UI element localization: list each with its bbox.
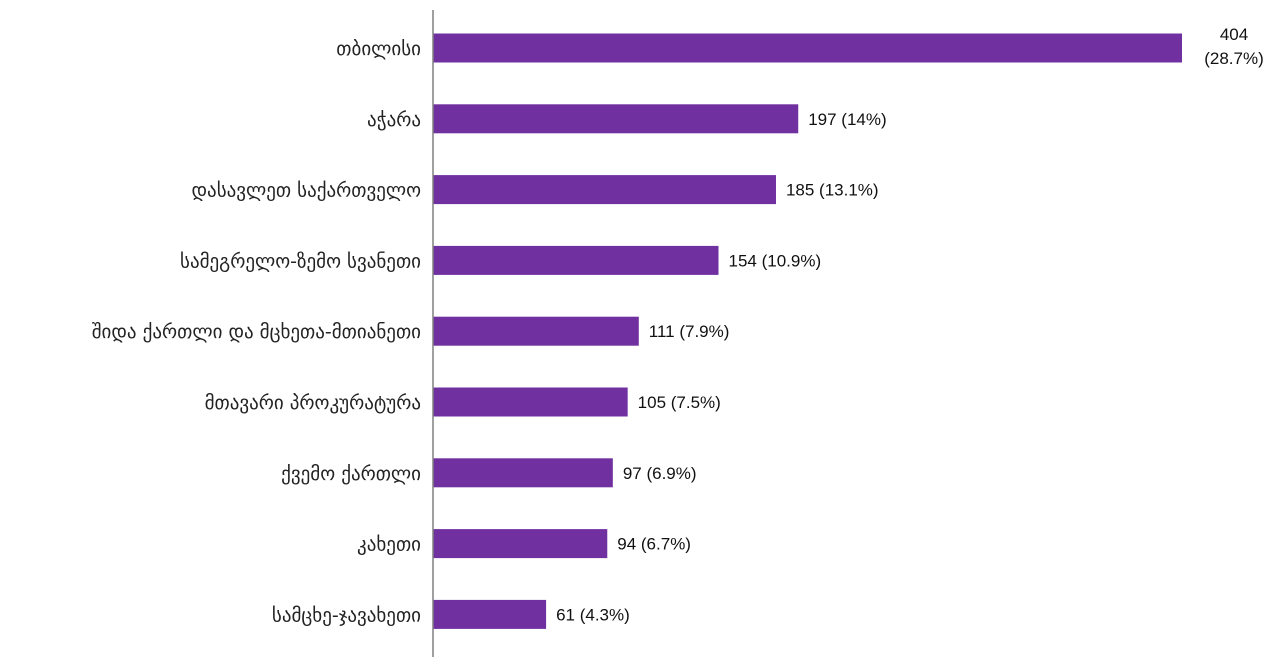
value-label-0-line-1: (28.7%) <box>1204 49 1264 68</box>
value-label-3: 154 (10.9%) <box>729 251 822 270</box>
value-label-0: 404 (28.7%) <box>1204 25 1264 68</box>
bar-7 <box>433 529 608 559</box>
category-label-8: სამცხე-ჯავახეთი <box>272 604 421 626</box>
value-label-7: 94 (6.7%) <box>617 535 691 554</box>
bar-4 <box>433 316 639 346</box>
bar-3 <box>433 245 719 275</box>
value-label-5: 105 (7.5%) <box>638 393 721 412</box>
category-label-1: აჭარა <box>367 109 421 131</box>
value-label-8: 61 (4.3%) <box>556 605 630 624</box>
bar-6 <box>433 458 613 488</box>
value-label-1: 197 (14%) <box>808 110 886 129</box>
bar-5 <box>433 387 628 417</box>
category-label-2: დასავლეთ საქართველო <box>192 180 422 202</box>
bar-8 <box>433 599 547 629</box>
value-label-2: 185 (13.1%) <box>786 181 879 200</box>
category-label-6: ქვემო ქართლი <box>281 463 421 485</box>
bar-2 <box>433 175 776 205</box>
category-label-7: კახეთი <box>357 534 421 556</box>
value-label-4: 111 (7.9%) <box>649 322 730 341</box>
category-label-0: თბილისი <box>336 38 421 60</box>
category-label-4: შიდა ქართლი და მცხეთა-მთიანეთი <box>92 321 421 343</box>
category-label-5: მთავარი პროკურატურა <box>205 392 421 414</box>
value-labels: 404 (28.7%) 197 (14%) 185 (13.1%) 154 (10.9%… <box>556 25 1264 624</box>
bar-0 <box>433 33 1182 63</box>
value-label-0-line-0: 404 <box>1220 25 1248 44</box>
bar-1 <box>433 104 799 134</box>
bars-layer <box>433 33 1182 629</box>
value-label-6: 97 (6.9%) <box>623 464 697 483</box>
category-label-3: სამეგრელო-ზემო სვანეთი <box>180 250 421 272</box>
category-labels: თბილისი აჭარა დასავლეთ საქართველო სამეგრელო… <box>92 38 421 626</box>
